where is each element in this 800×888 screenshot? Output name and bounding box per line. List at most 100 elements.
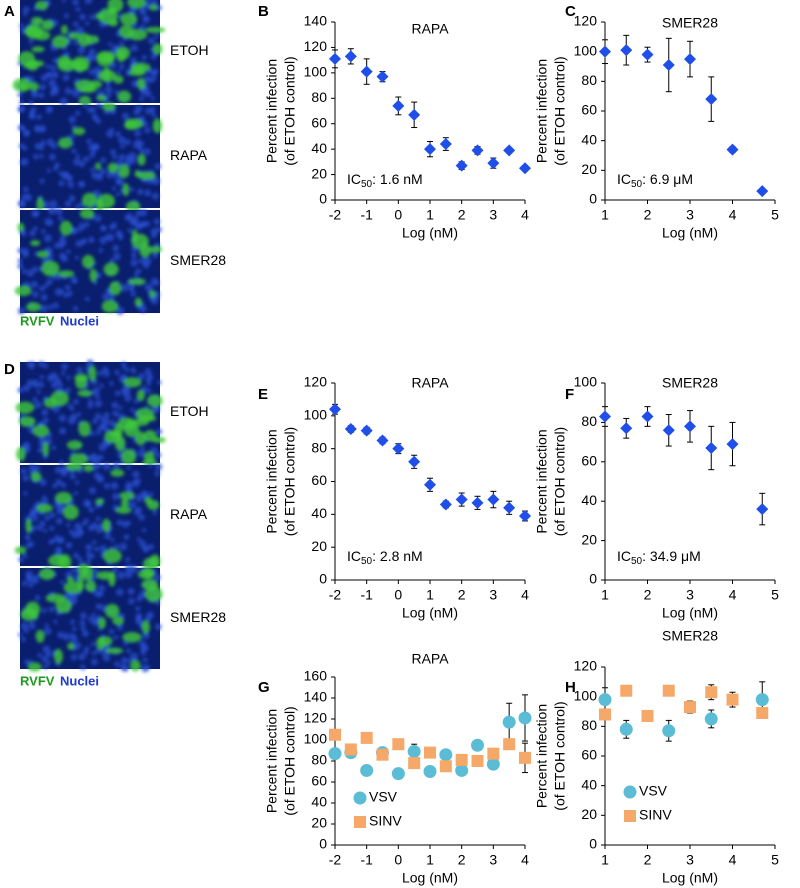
nucleus [71,124,76,130]
infected-cell [54,491,73,505]
nucleus [95,173,103,181]
infected-cell [115,46,131,60]
point [726,143,739,156]
nucleus [44,234,52,243]
infected-cell [35,0,49,11]
y-tick-label: 80 [581,72,597,88]
y-tick-label: 40 [311,140,327,156]
infected-cell [149,290,156,298]
point [756,503,769,516]
y-axis-label: Percent infection [534,59,550,163]
nucleus [103,412,110,419]
infected-cell [89,268,98,283]
nucleus [64,200,72,208]
stain-label: RVFV [20,673,55,688]
point [471,144,484,157]
nucleus [52,302,60,309]
nucleus [96,474,105,483]
point [392,99,405,112]
infected-cell [138,414,157,422]
nucleus [38,360,45,368]
nucleus [50,65,56,71]
infected-cell [73,60,81,70]
nucleus [58,382,63,388]
infected-cell [147,500,160,511]
nucleus [137,450,145,458]
x-tick-label: 3 [489,587,497,603]
x-tick-label: 2 [458,852,466,868]
x-axis-label: Log (nM) [402,225,458,241]
nucleus [58,238,67,247]
nucleus [102,293,109,301]
nucleus [86,559,92,565]
y-tick-label: 40 [581,131,597,147]
nucleus [152,510,158,516]
stain-label: Nuclei [60,313,99,328]
point [503,501,516,514]
infected-cell [29,82,39,92]
y-tick-label: 100 [304,64,328,80]
point [598,693,612,707]
nucleus [119,542,128,551]
point [519,751,531,764]
nucleus [110,481,119,490]
nucleus [132,369,137,374]
infected-cell [96,198,104,214]
x-axis-label: Log (nM) [402,605,458,621]
nucleus [96,67,102,73]
nucleus [62,632,71,641]
y-tick-label: 60 [311,773,327,789]
nucleus [72,21,79,27]
nucleus [39,520,46,528]
infected-cell [42,441,49,457]
nucleus [59,427,67,435]
row-label: SMER28 [170,252,226,268]
nucleus [62,73,70,81]
infected-cell [107,162,119,173]
annotation: IC50: 2.8 nM [347,548,423,567]
y-tick-label: 20 [581,161,597,177]
nucleus [32,226,38,232]
y-tick-label: 20 [581,806,597,822]
nucleus [112,492,120,501]
nucleus [44,623,49,628]
nucleus [132,479,140,488]
nucleus [109,295,115,302]
panel-letter: D [4,361,15,378]
point [407,745,421,759]
nucleus [107,92,112,98]
point [471,738,484,752]
point [408,108,421,121]
nucleus [139,147,145,154]
point [344,50,357,63]
nucleus [71,531,79,539]
nucleus [25,534,30,539]
nucleus [22,145,28,151]
point [619,722,633,736]
y-tick-label: 0 [589,191,597,207]
nucleus [138,540,147,548]
infected-cell [115,506,132,514]
nucleus [18,200,26,208]
x-tick-label: 1 [426,587,434,603]
x-tick-label: 3 [489,852,497,868]
infected-cell [119,491,135,500]
y-tick-label: 0 [319,571,327,587]
nucleus [85,21,90,26]
nucleus [130,407,135,413]
nucleus [142,261,150,269]
infected-cell [102,102,116,112]
nucleus [83,156,90,163]
nucleus [21,268,27,274]
nucleus [17,632,23,637]
legend-label: VSV [639,783,668,799]
nucleus [95,516,101,522]
nucleus [73,491,79,496]
nucleus [70,635,78,643]
point [424,478,436,491]
nucleus [41,409,49,417]
nucleus [140,209,148,217]
infected-cell [127,278,146,285]
nucleus [45,71,51,78]
